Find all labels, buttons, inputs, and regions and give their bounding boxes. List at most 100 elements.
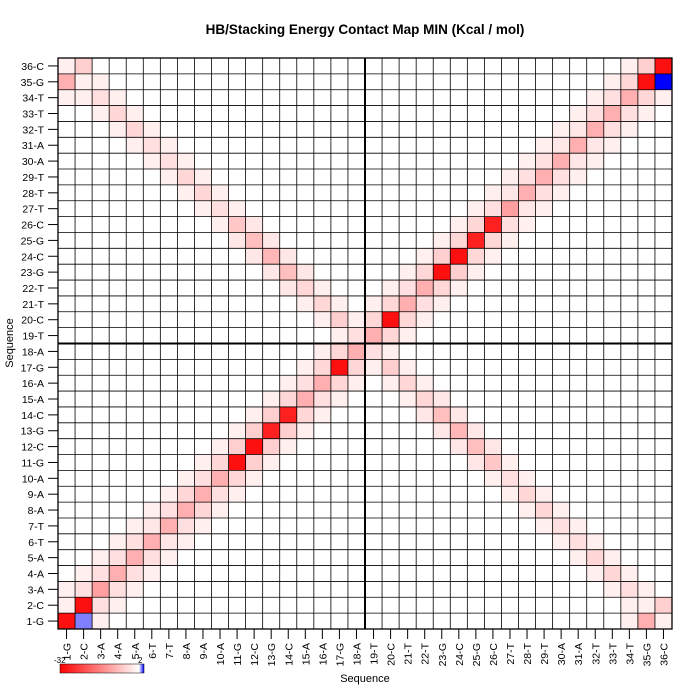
heatmap-cell [620,280,638,296]
y-tick-label: 36-C [21,61,44,73]
heatmap-cell [109,200,127,217]
heatmap-cell [279,343,297,360]
heatmap-cell [365,486,383,503]
heatmap-cell [518,438,536,455]
heatmap-cell [637,264,655,281]
heatmap-cell [296,153,314,170]
heatmap-cell [58,153,76,170]
heatmap-cell [501,549,519,566]
x-tick-label: 28-T [522,642,534,664]
heatmap-cell [637,153,655,170]
heatmap-cell [603,359,621,376]
heatmap-cell [467,311,485,328]
heatmap-cell [365,581,383,598]
heatmap-cell [450,549,468,566]
heatmap-cell [245,438,263,455]
heatmap-cell [467,343,485,360]
heatmap-cell [58,248,76,265]
heatmap-cell [654,613,672,629]
heatmap-cell [416,391,434,407]
heatmap-cell [347,137,365,154]
heatmap-cell [160,486,178,503]
heatmap-cell [586,454,604,471]
heatmap-cell [58,613,76,629]
heatmap-cell [58,232,76,249]
heatmap-cell [313,597,331,614]
heatmap-cell [92,359,110,376]
heatmap-cell [245,533,263,550]
heatmap-cell [296,406,314,423]
heatmap-cell [450,153,468,170]
heatmap-cell [450,375,468,392]
heatmap-cell [569,58,587,74]
y-tick-label: 9-A [28,489,44,501]
heatmap-cell [75,105,93,122]
heatmap-cell [347,121,365,138]
heatmap-cell [501,391,519,407]
heatmap-cell [126,597,144,614]
heatmap-cell [518,391,536,407]
heatmap-cell [535,486,553,503]
heatmap-cell [535,438,553,455]
heatmap-cell [603,375,621,392]
heatmap-cell [245,502,263,518]
heatmap-cell [194,280,212,296]
heatmap-cell [637,581,655,598]
x-tick-label: 33-T [607,642,619,664]
heatmap-cell [296,375,314,392]
heatmap-cell [416,311,434,328]
heatmap-cell [382,597,400,614]
heatmap-cell [58,422,76,439]
heatmap-cell [194,232,212,249]
heatmap-cell [552,73,570,90]
heatmap-cell [603,264,621,281]
heatmap-cell [160,470,178,487]
heatmap-cell [654,454,672,471]
heatmap-cell [126,438,144,455]
heatmap-cell [535,121,553,138]
heatmap-cell [279,597,297,614]
heatmap-cell [501,565,519,582]
heatmap-cell [279,327,297,344]
heatmap-cell [109,105,127,122]
heatmap-cell [467,597,485,614]
heatmap-cell [313,517,331,534]
heatmap-cell [433,184,451,201]
heatmap-cell [347,248,365,265]
heatmap-cell [365,105,383,122]
heatmap-cell [416,105,434,122]
heatmap-cell [586,232,604,249]
heatmap-cell [58,200,76,217]
heatmap-cell [450,311,468,328]
y-tick-label: 26-C [21,220,44,232]
heatmap-cell [92,311,110,328]
heatmap-cell [228,359,246,376]
heatmap-cell [330,89,348,106]
heatmap-cell [262,121,280,138]
heatmap-cell [330,343,348,360]
heatmap-cell [58,280,76,296]
heatmap-cell [160,137,178,154]
heatmap-cell [109,565,127,582]
heatmap-cell [126,517,144,534]
heatmap-cell [228,137,246,154]
heatmap-cell [416,248,434,265]
heatmap-cell [518,311,536,328]
heatmap-cell [450,105,468,122]
heatmap-cell [296,343,314,360]
y-tick-label: 21-T [22,299,44,311]
heatmap-cell [211,502,229,518]
heatmap-cell [484,438,502,455]
heatmap-cell [296,232,314,249]
heatmap-cell [92,121,110,138]
heatmap-cell [330,375,348,392]
heatmap-cell [92,232,110,249]
heatmap-cell [143,248,161,265]
heatmap-cell [484,264,502,281]
heatmap-cell [637,311,655,328]
heatmap-cell [416,327,434,344]
heatmap-cell [501,184,519,201]
heatmap-cell [416,438,434,455]
heatmap-cell [126,502,144,518]
heatmap-cell [262,565,280,582]
